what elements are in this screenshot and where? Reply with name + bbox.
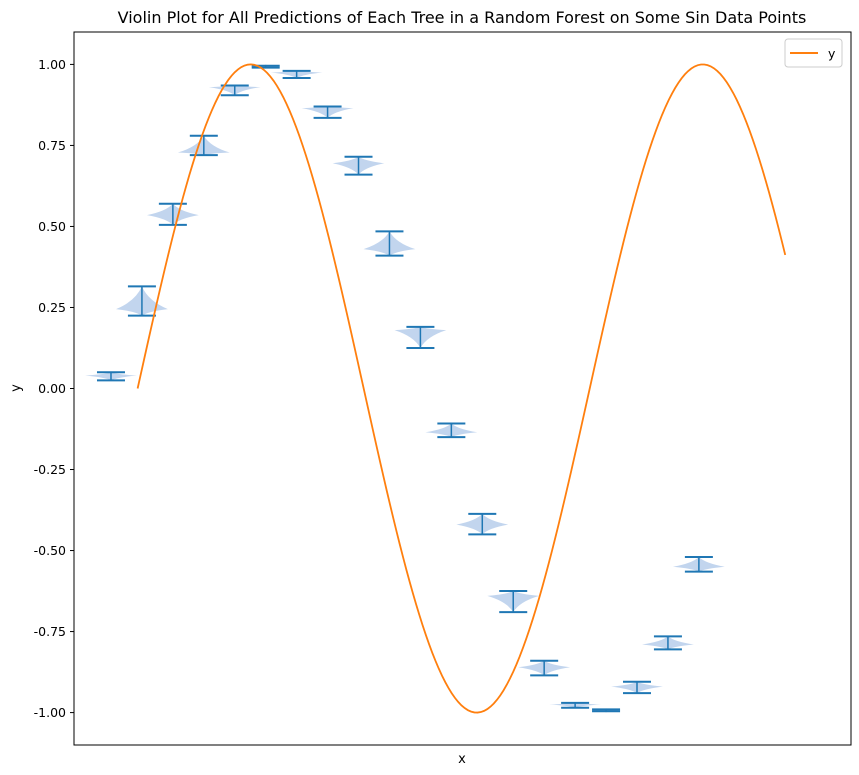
violin-17 [611,680,663,695]
y-tick-label: -1.00 [34,705,66,720]
violin-6 [270,69,323,80]
violin-19 [672,556,725,573]
y-tick-label: -0.50 [34,543,66,558]
y-tick-label: 1.00 [38,57,66,72]
y-axis: 1.00 0.75 0.50 0.25 0.00 -0.25 -0.50 -0.75 -1.00 [34,57,74,720]
violin-12 [456,512,509,536]
violin-4 [208,84,261,97]
y-tick-label: 0.75 [38,138,66,153]
violin-11 [425,422,478,439]
y-tick-label: -0.75 [34,624,66,639]
y-tick-label: -0.25 [34,462,66,477]
plot-area [85,63,787,714]
violin-8 [332,155,385,176]
y-axis-label: y [9,384,24,392]
violin-14 [518,659,571,677]
legend: y [784,38,843,68]
violin-2 [146,202,199,226]
violin-15 [549,701,602,709]
violin-3 [177,134,230,157]
violin-9 [363,230,416,257]
x-axis-label: x [458,752,466,767]
y-tick-label: 0.00 [38,381,66,396]
violin-0 [85,371,137,382]
plot-frame [73,31,852,746]
violin-10 [394,325,447,349]
series-line-y [136,63,787,714]
violin-16 [591,708,621,713]
y-tick-label: 0.50 [38,219,66,234]
y-tick-label: 0.25 [38,300,66,315]
violin-7 [301,105,354,119]
violin-18 [642,635,694,651]
chart-title: Violin Plot for All Predictions of Each … [118,8,807,27]
violin-13 [487,590,540,614]
legend-label: y [828,46,836,61]
